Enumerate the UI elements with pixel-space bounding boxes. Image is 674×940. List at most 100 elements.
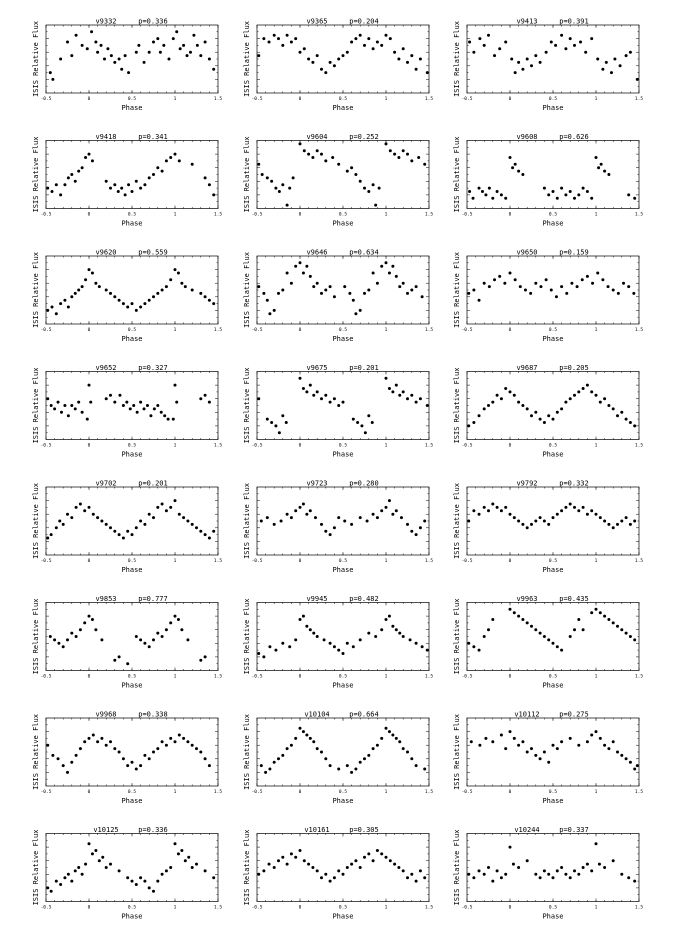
data-point	[289, 743, 293, 747]
data-point	[345, 169, 349, 173]
x-tick-label: -0.5	[41, 96, 52, 102]
data-point	[134, 635, 138, 638]
data-point	[332, 397, 336, 401]
data-point	[132, 404, 136, 407]
data-point	[508, 390, 512, 394]
x-tick-label: -0.5	[41, 212, 52, 218]
y-axis-label: ISIS Relative Flux	[32, 368, 40, 444]
panel-v10161: v10161 p=0.305 ISIS Relative Flux Phase -0.5…	[243, 826, 433, 921]
data-point	[298, 618, 302, 621]
data-point	[499, 397, 503, 401]
data-point	[274, 648, 278, 652]
data-point	[542, 421, 546, 424]
data-point	[160, 872, 164, 876]
star-id: v9413	[516, 18, 537, 26]
data-point	[53, 638, 57, 642]
plot-frame	[256, 371, 430, 440]
data-point	[551, 417, 555, 421]
data-point	[508, 512, 512, 516]
period-label: p=0.777	[138, 595, 168, 603]
data-point	[59, 57, 63, 61]
x-tick-label: 1.5	[214, 674, 222, 680]
data-point	[345, 50, 349, 54]
data-point	[91, 733, 95, 737]
data-point	[298, 376, 302, 380]
plot-frame	[45, 602, 219, 671]
data-point	[633, 196, 637, 200]
data-point	[302, 47, 306, 51]
data-point	[498, 47, 502, 51]
data-point	[337, 162, 341, 166]
data-point	[301, 730, 305, 734]
data-point	[272, 760, 276, 764]
data-point	[495, 190, 499, 193]
data-point	[363, 431, 367, 435]
data-point	[315, 281, 319, 285]
data-point	[281, 753, 285, 757]
data-point	[169, 736, 173, 740]
x-tick-label: 0.5	[339, 212, 347, 218]
data-point	[212, 67, 216, 71]
data-point	[564, 400, 568, 404]
x-tick-label: 1.5	[635, 789, 643, 795]
data-point	[616, 624, 619, 628]
data-point	[73, 291, 77, 295]
data-point	[265, 298, 269, 302]
data-point	[70, 879, 74, 883]
data-point	[350, 862, 354, 866]
data-point	[487, 285, 491, 289]
data-point	[627, 876, 631, 880]
data-point	[152, 516, 155, 520]
data-point	[195, 43, 199, 47]
data-point	[628, 635, 632, 638]
data-point	[547, 872, 551, 876]
period-label: p=0.204	[349, 18, 379, 26]
data-point	[577, 872, 581, 876]
data-point	[493, 278, 497, 282]
x-tick-label: 1.5	[425, 327, 433, 333]
x-tick-label: 0.5	[339, 96, 347, 102]
data-point	[581, 387, 585, 390]
star-id: v9853	[95, 595, 116, 603]
data-point	[581, 505, 585, 509]
data-point	[126, 305, 130, 309]
data-point	[468, 190, 472, 193]
data-point	[635, 77, 639, 81]
data-point	[54, 312, 58, 316]
data-point	[624, 516, 628, 520]
y-axis-label: ISIS Relative Flux	[453, 137, 461, 213]
data-point	[257, 872, 261, 876]
x-tick-label: 0.5	[128, 212, 136, 218]
data-point	[156, 747, 160, 751]
data-point	[94, 40, 98, 44]
data-point	[183, 859, 187, 863]
data-point	[117, 298, 121, 302]
data-point	[265, 516, 269, 520]
x-tick-label: 0	[299, 96, 302, 102]
data-point	[120, 186, 124, 190]
data-point	[87, 268, 91, 272]
data-point	[66, 305, 70, 309]
data-point	[482, 872, 486, 876]
data-point	[538, 876, 542, 880]
panel-v9365: v9365 p=0.204 ISIS Relative Flux Phase -0.5 0…	[243, 18, 433, 113]
data-point	[425, 404, 429, 407]
data-point	[315, 54, 319, 58]
x-tick-label: 1	[174, 443, 177, 449]
data-point	[203, 869, 207, 873]
data-point	[560, 186, 564, 190]
data-point	[180, 281, 184, 285]
data-point	[186, 519, 190, 523]
data-point	[581, 866, 585, 869]
data-point	[134, 179, 138, 183]
data-point	[580, 278, 584, 282]
data-point	[166, 417, 170, 421]
data-point	[130, 533, 134, 537]
y-axis-label: ISIS Relative Flux	[243, 830, 251, 906]
data-point	[491, 400, 495, 404]
data-point	[328, 285, 332, 289]
data-point	[406, 291, 409, 295]
x-tick-label: -0.5	[41, 905, 52, 911]
data-point	[513, 71, 517, 75]
data-point	[585, 740, 589, 744]
